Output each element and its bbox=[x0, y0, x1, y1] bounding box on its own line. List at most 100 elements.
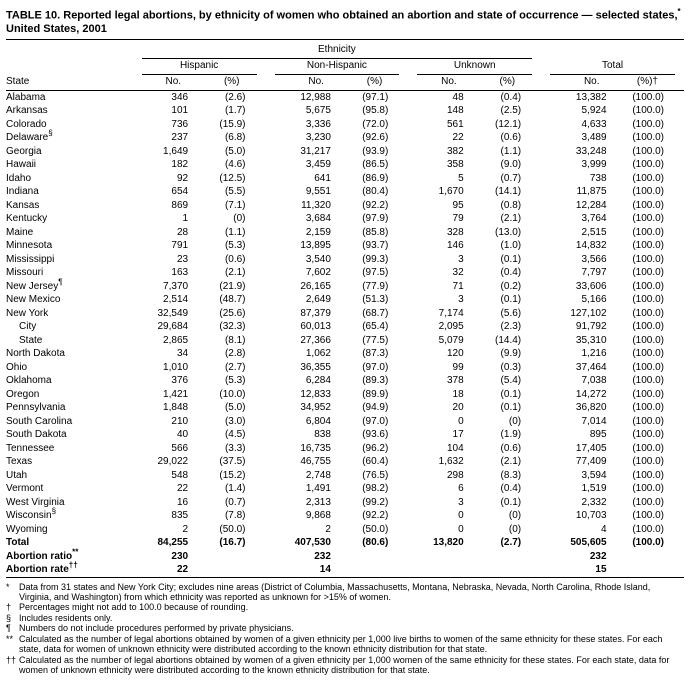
count-cell: 0 bbox=[458, 523, 464, 535]
count-cell: 2,649 bbox=[305, 294, 331, 306]
table-row: South Carolina 210 (3.0) 6,804 (97.0) 0 (0) 7,0… bbox=[6, 415, 684, 429]
count-cell: 13,382 bbox=[575, 91, 607, 103]
percent-cell: (2.1) bbox=[500, 456, 522, 468]
count-cell: 18 bbox=[452, 388, 464, 400]
table-row: Maine 28 (1.1) 2,159 (85.8) 328 (13.0) 2,515 (10… bbox=[6, 226, 684, 240]
footnote-symbol: ¶ bbox=[6, 623, 11, 634]
count-cell: 14,272 bbox=[575, 388, 607, 400]
count-cell: 561 bbox=[446, 118, 464, 130]
percent-cell: (100.0) bbox=[632, 388, 664, 400]
percent-cell bbox=[469, 550, 541, 564]
percent-cell bbox=[336, 550, 408, 564]
table-row: Minnesota 791 (5.3) 13,895 (93.7) 146 (1.0) 14,… bbox=[6, 239, 684, 253]
count-cell: 11,875 bbox=[576, 186, 607, 198]
table-row: Kentucky 1 (0) 3,684 (97.9) 79 (2.1) 3,764 (100.… bbox=[6, 212, 684, 226]
count-cell: 14,832 bbox=[575, 240, 607, 252]
percent-cell: (100.0) bbox=[632, 118, 664, 130]
table-header: Ethnicity Hispanic Non-Hispanic Unknown … bbox=[6, 43, 684, 91]
percent-cell: (100.0) bbox=[632, 496, 664, 508]
percent-cell: (99.3) bbox=[362, 253, 389, 265]
unknown-pct-column-header: (%) bbox=[468, 74, 542, 91]
header-spacer bbox=[6, 43, 133, 59]
percent-cell: (100.0) bbox=[632, 415, 664, 427]
percent-cell: (94.9) bbox=[362, 402, 389, 414]
percent-cell: (86.5) bbox=[362, 159, 389, 171]
percent-cell: (1.1) bbox=[224, 226, 246, 238]
percent-cell: (76.5) bbox=[362, 469, 389, 481]
count-cell: 232 bbox=[314, 550, 331, 562]
percent-cell: (0.6) bbox=[500, 442, 522, 454]
state-name: Vermont bbox=[6, 483, 44, 495]
percent-cell: (0.4) bbox=[500, 483, 522, 495]
count-cell: 5,166 bbox=[581, 294, 607, 306]
percent-cell: (100.0) bbox=[632, 375, 664, 387]
count-cell: 4 bbox=[600, 523, 607, 535]
count-cell: 12,988 bbox=[300, 91, 331, 103]
footnote-text: Includes residents only. bbox=[19, 612, 113, 623]
table-row: Oklahoma 376 (5.3) 6,284 (89.3) 378 (5.4) 7,038… bbox=[6, 374, 684, 388]
percent-cell: (12.1) bbox=[494, 118, 522, 130]
count-cell: 3,230 bbox=[305, 132, 331, 144]
count-cell: 3,489 bbox=[581, 132, 607, 144]
footnote: † Percentages might not add to 100.0 beca… bbox=[6, 602, 684, 612]
total-no-column-header: No. bbox=[541, 74, 612, 91]
table-row: Kansas 869 (7.1) 11,320 (92.2) 95 (0.8) 12,284 (… bbox=[6, 199, 684, 213]
count-cell: 84,255 bbox=[157, 537, 189, 549]
percent-cell: (0.7) bbox=[224, 496, 246, 508]
percent-cell: (1.4) bbox=[224, 483, 246, 495]
count-cell: 37,464 bbox=[575, 361, 607, 373]
state-name: New York bbox=[6, 307, 49, 319]
percent-cell: (97.0) bbox=[362, 415, 389, 427]
percent-cell: (100.0) bbox=[632, 483, 664, 495]
table-row: Vermont 22 (1.4) 1,491 (98.2) 6 (0.4) 1,519 (100… bbox=[6, 482, 684, 496]
percent-cell: (6.8) bbox=[224, 132, 246, 144]
table-row: Total 84,255 (16.7) 407,530 (80.6) 13,820 (2.7… bbox=[6, 536, 684, 550]
percent-cell: (100.0) bbox=[632, 132, 664, 144]
state-name: Wisconsin§ bbox=[6, 506, 57, 522]
footnote-text: Percentages might not add to 100.0 becau… bbox=[19, 602, 249, 613]
percent-cell: (93.7) bbox=[362, 240, 389, 252]
state-name: Hawaii bbox=[6, 159, 37, 171]
count-cell: 230 bbox=[171, 550, 189, 562]
count-cell: 127,102 bbox=[570, 307, 607, 319]
percent-cell: (100.0) bbox=[632, 199, 664, 211]
percent-cell: (5.4) bbox=[500, 375, 522, 387]
percent-cell: (100.0) bbox=[632, 321, 664, 333]
count-cell: 895 bbox=[589, 429, 607, 441]
count-cell: 6 bbox=[458, 483, 464, 495]
table-row: Colorado 736 (15.9) 3,336 (72.0) 561 (12.1) 4,6… bbox=[6, 118, 684, 132]
percent-cell: (97.0) bbox=[362, 361, 389, 373]
state-name: Colorado bbox=[6, 118, 47, 130]
percent-cell: (100.0) bbox=[632, 145, 664, 157]
percent-cell: (100.0) bbox=[632, 402, 664, 414]
count-cell: 838 bbox=[314, 429, 331, 441]
count-cell: 0 bbox=[458, 415, 464, 427]
footnote-text: Calculated as the number of legal aborti… bbox=[19, 633, 663, 655]
percent-cell: (0.6) bbox=[500, 132, 522, 144]
state-name: Texas bbox=[6, 456, 33, 468]
count-cell: 23 bbox=[176, 253, 189, 265]
count-cell: 1,421 bbox=[163, 388, 189, 400]
table-title: TABLE 10. Reported legal abortions, by e… bbox=[6, 5, 684, 40]
count-cell: 1,848 bbox=[163, 402, 189, 414]
percent-cell: (0) bbox=[508, 523, 522, 535]
count-cell: 3 bbox=[458, 253, 464, 265]
count-cell: 1,632 bbox=[438, 456, 464, 468]
state-name: City bbox=[19, 321, 37, 333]
percent-cell: (0.2) bbox=[500, 280, 522, 292]
percent-cell: (2.7) bbox=[500, 537, 522, 549]
count-cell: 33,606 bbox=[575, 280, 607, 292]
total-pct-column-header: (%)† bbox=[611, 74, 684, 91]
percent-cell: (60.4) bbox=[362, 456, 389, 468]
state-name: New Mexico bbox=[6, 294, 61, 306]
count-cell: 11,320 bbox=[301, 199, 331, 211]
count-cell: 10,703 bbox=[575, 510, 607, 522]
count-cell: 92 bbox=[176, 172, 189, 184]
count-cell: 566 bbox=[171, 442, 189, 454]
percent-cell: (95.8) bbox=[362, 105, 389, 117]
percent-cell: (0.1) bbox=[500, 294, 522, 306]
footnotes: * Data from 31 states and New York City; … bbox=[6, 582, 684, 676]
percent-cell: (10.0) bbox=[219, 388, 246, 400]
count-cell: 148 bbox=[446, 105, 464, 117]
count-cell bbox=[408, 563, 468, 577]
